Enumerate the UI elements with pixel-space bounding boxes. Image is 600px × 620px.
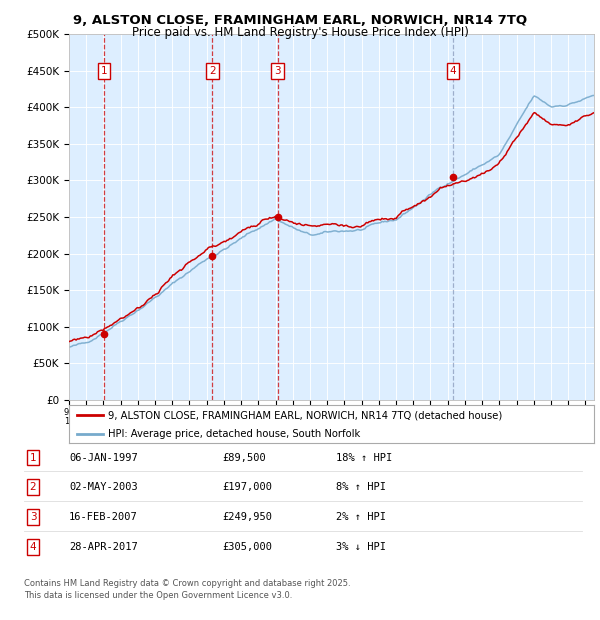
Text: 06-JAN-1997: 06-JAN-1997	[69, 453, 138, 463]
Text: This data is licensed under the Open Government Licence v3.0.: This data is licensed under the Open Gov…	[24, 591, 292, 600]
Text: £249,950: £249,950	[222, 512, 272, 522]
Text: HPI: Average price, detached house, South Norfolk: HPI: Average price, detached house, Sout…	[109, 428, 361, 439]
Text: 4: 4	[29, 542, 37, 552]
Text: 9, ALSTON CLOSE, FRAMINGHAM EARL, NORWICH, NR14 7TQ: 9, ALSTON CLOSE, FRAMINGHAM EARL, NORWIC…	[73, 14, 527, 27]
Text: 1: 1	[29, 453, 37, 463]
Text: 2% ↑ HPI: 2% ↑ HPI	[336, 512, 386, 522]
Text: 3: 3	[274, 66, 281, 76]
Text: 1: 1	[101, 66, 107, 76]
Text: 3: 3	[29, 512, 37, 522]
Text: £197,000: £197,000	[222, 482, 272, 492]
Text: £305,000: £305,000	[222, 542, 272, 552]
Text: 9, ALSTON CLOSE, FRAMINGHAM EARL, NORWICH, NR14 7TQ (detached house): 9, ALSTON CLOSE, FRAMINGHAM EARL, NORWIC…	[109, 410, 503, 420]
Text: 02-MAY-2003: 02-MAY-2003	[69, 482, 138, 492]
Text: 8% ↑ HPI: 8% ↑ HPI	[336, 482, 386, 492]
Text: 2: 2	[209, 66, 215, 76]
Text: £89,500: £89,500	[222, 453, 266, 463]
Text: 18% ↑ HPI: 18% ↑ HPI	[336, 453, 392, 463]
Text: Price paid vs. HM Land Registry's House Price Index (HPI): Price paid vs. HM Land Registry's House …	[131, 26, 469, 39]
Text: 16-FEB-2007: 16-FEB-2007	[69, 512, 138, 522]
Text: 2: 2	[29, 482, 37, 492]
Text: 4: 4	[450, 66, 457, 76]
Text: 3% ↓ HPI: 3% ↓ HPI	[336, 542, 386, 552]
Text: Contains HM Land Registry data © Crown copyright and database right 2025.: Contains HM Land Registry data © Crown c…	[24, 578, 350, 588]
Text: 28-APR-2017: 28-APR-2017	[69, 542, 138, 552]
